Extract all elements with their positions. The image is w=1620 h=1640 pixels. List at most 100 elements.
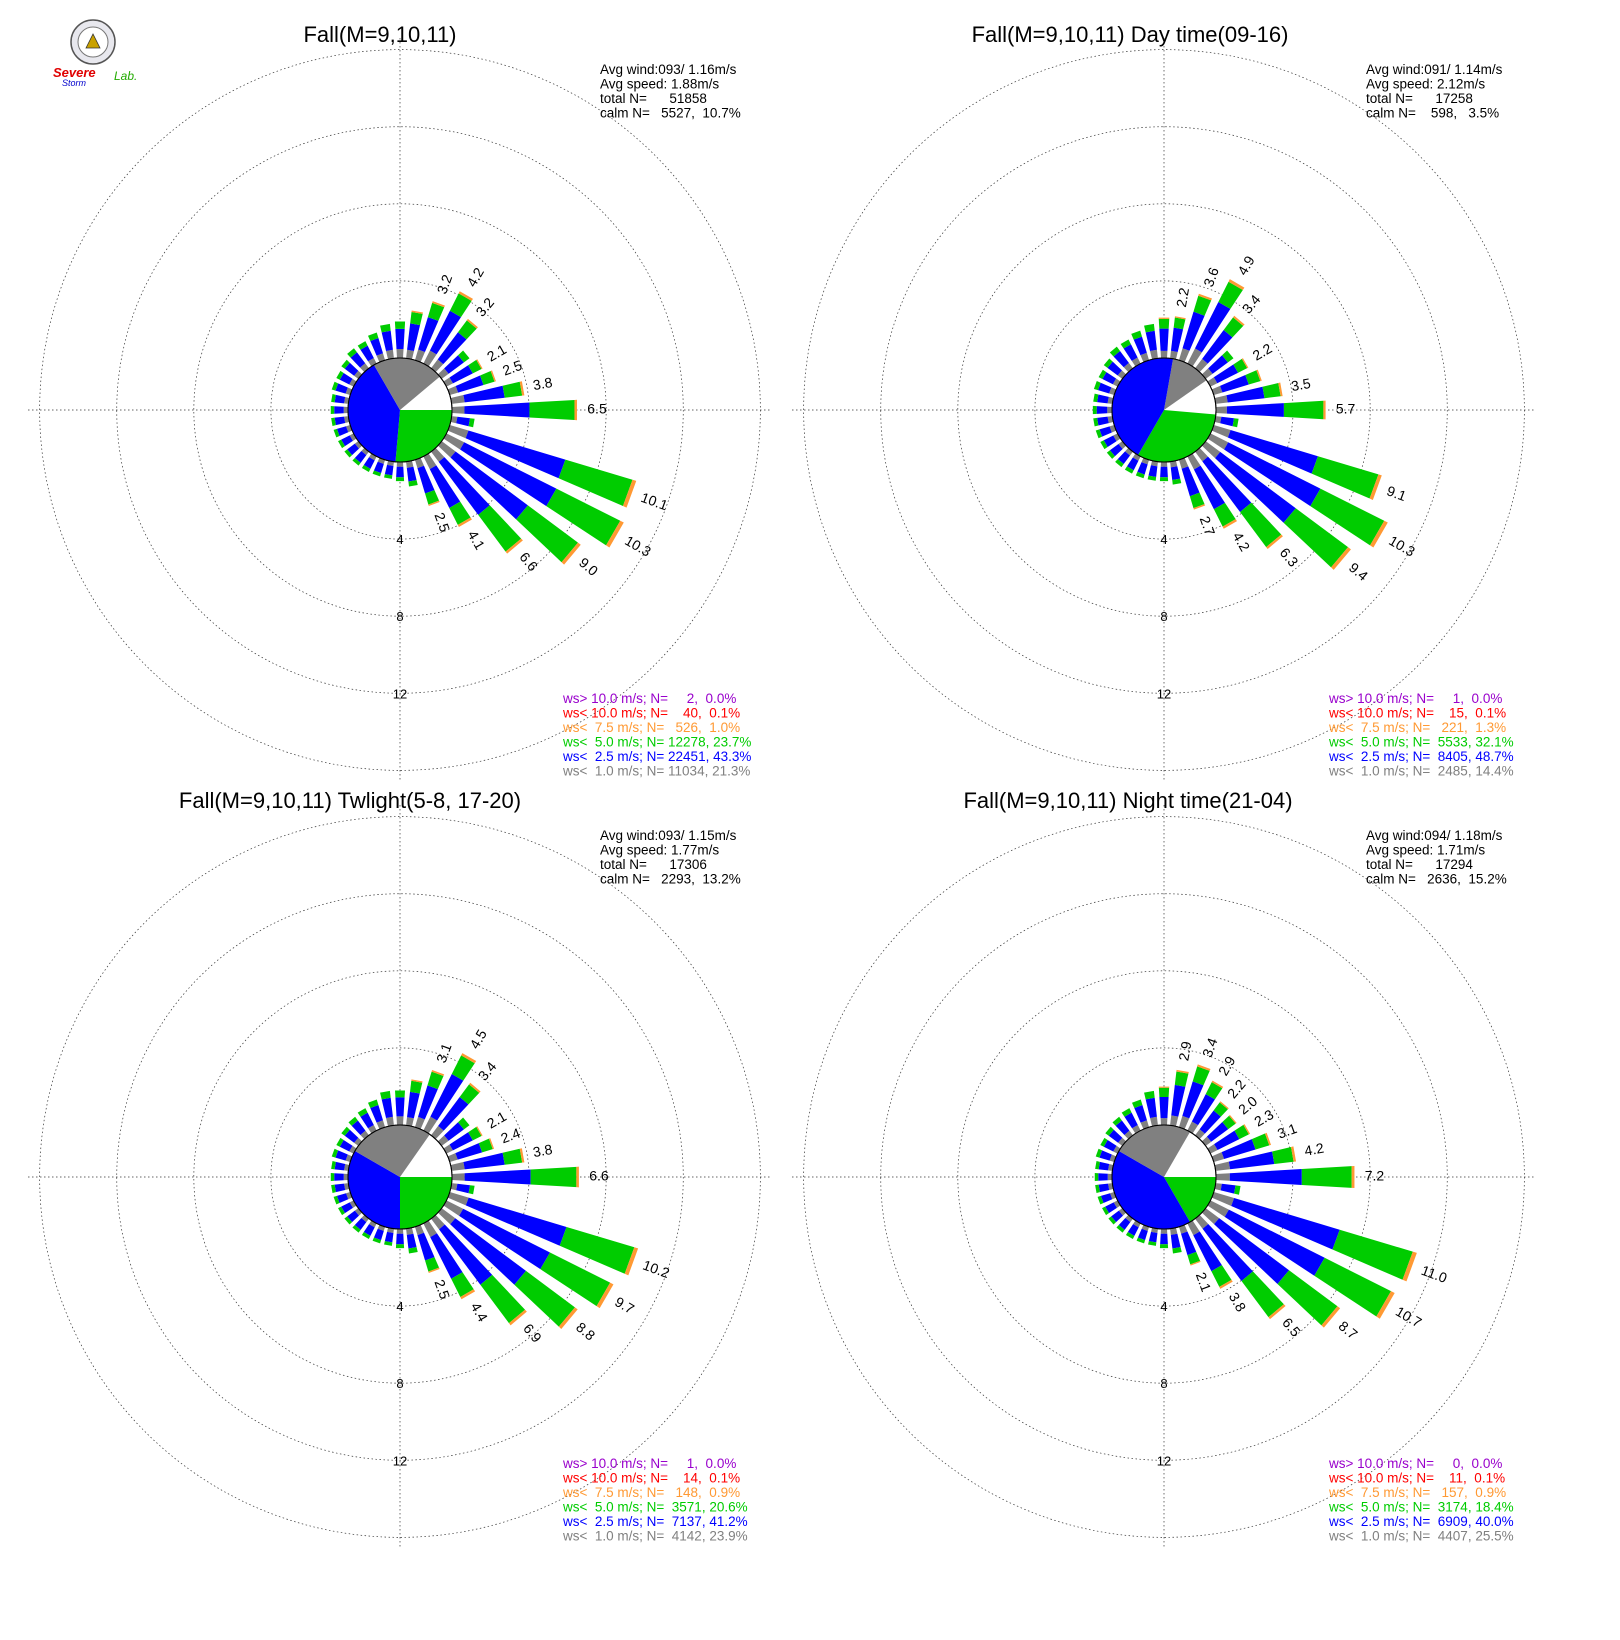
bar-seg-lt25 (463, 385, 505, 403)
stat-line-3: calm N= 5527, 10.7% (600, 106, 741, 121)
bar-seg-lt50 (1159, 477, 1169, 482)
bar-seg-lt25 (438, 1096, 469, 1131)
bar-dir-220 (352, 447, 369, 466)
panel-fall-all: 3.2 4.23.22.12.53.86.510.110.39.06.64.12.… (28, 22, 772, 782)
bar-label-30: 2.9 (1215, 1053, 1239, 1078)
bar-seg-lt25 (335, 1150, 348, 1161)
bar-seg-lt10c (386, 349, 394, 360)
bar-seg-lt25 (344, 1129, 359, 1143)
bar-dir-340 (367, 332, 386, 363)
bar-label-110: 11.0 (1419, 1262, 1449, 1286)
bar-seg-lt25 (1098, 1183, 1110, 1193)
bar-seg-lt25 (1224, 442, 1321, 507)
bar-seg-lt10c (450, 1183, 458, 1191)
bar-seg-lt50 (1205, 1082, 1223, 1100)
bar-seg-lt50 (468, 418, 475, 428)
bar-seg-lt25 (450, 451, 528, 520)
bar-dir-340 (1131, 330, 1150, 363)
bar-label-90: 5.7 (1336, 401, 1356, 417)
bar-seg-lt75 (1219, 1101, 1229, 1110)
pie-slice-lt25 (1112, 1151, 1190, 1229)
bar-dir-120 (1207, 433, 1388, 548)
bar-dir-180 (395, 461, 405, 482)
bar-seg-lt50 (384, 1241, 393, 1246)
bar-seg-lt50 (1112, 1116, 1122, 1126)
bar-seg-lt75 (1176, 1069, 1189, 1074)
bar-seg-lt25 (1215, 451, 1296, 523)
bar-seg-lt50 (1311, 456, 1379, 499)
bar-seg-lt25 (360, 1112, 374, 1129)
bar-seg-lt50 (502, 381, 523, 398)
bar-seg-lt10c (447, 386, 459, 396)
bar-seg-lt25 (449, 365, 473, 384)
pie-slice-lt25 (1112, 358, 1174, 456)
bar-seg-lt75 (457, 517, 472, 528)
bar-seg-lt10c (1214, 1161, 1231, 1171)
bar-seg-lt50 (451, 1272, 474, 1297)
bar-seg-lt50 (333, 1195, 340, 1205)
legend-entry-gt10: ws> 10.0 m/s; N= 2, 0.0% (562, 691, 736, 706)
bar-seg-lt10c (450, 416, 458, 424)
bar-seg-lt50 (478, 505, 522, 552)
bar-dir-280 (1093, 393, 1114, 404)
ring-label-12: 12 (1157, 686, 1171, 701)
bar-dir-70 (1211, 369, 1262, 396)
bar-seg-lt50 (514, 1270, 575, 1327)
bar-seg-lt25 (449, 1132, 473, 1151)
bar-label-110: 9.1 (1385, 482, 1409, 504)
ring-label-4: 4 (396, 1299, 403, 1314)
bar-seg-lt25 (354, 451, 367, 463)
bar-seg-lt50 (1234, 1185, 1241, 1195)
bar-seg-lt25 (395, 1097, 405, 1117)
bar-seg-lt50 (516, 505, 578, 563)
pie-slice-lt10c (354, 1125, 430, 1177)
bar-seg-lt25 (335, 383, 348, 394)
bar-dir-40 (1195, 315, 1245, 373)
bar-seg-lt10c (437, 1208, 456, 1225)
bar-dir-110 (1211, 1191, 1417, 1282)
bar-dir-160 (414, 457, 440, 506)
bar-dir-260 (1095, 1183, 1114, 1193)
bar-seg-lt25 (444, 355, 464, 374)
bar-seg-lt25 (1171, 1084, 1186, 1117)
bar-seg-lt75 (606, 520, 624, 548)
bar-seg-lt50 (410, 1080, 423, 1094)
legend-entry-lt75: ws< 7.5 m/s; N= 157, 0.9% (1328, 1485, 1506, 1500)
bar-seg-lt25 (418, 1085, 438, 1120)
bar-seg-lt75 (1402, 1251, 1417, 1282)
bar-seg-lt10c (396, 461, 404, 467)
bar-seg-lt50 (1093, 393, 1099, 403)
bar-seg-lt75 (1268, 1304, 1286, 1320)
bar-seg-lt50 (1092, 405, 1097, 415)
bar-label-130: 8.8 (573, 1319, 598, 1344)
bar-label-160: 2.1 (1193, 1270, 1215, 1294)
bar-seg-lt25 (456, 416, 471, 427)
legend-entry-lt75: ws< 7.5 m/s; N= 148, 0.9% (562, 1485, 740, 1500)
bar-seg-lt50 (559, 1226, 635, 1274)
legend-entry-gt10: ws> 10.0 m/s; N= 0, 0.0% (1328, 1456, 1502, 1471)
bar-dir-60 (443, 359, 483, 387)
bar-label-20: 3.4 (1199, 1035, 1221, 1059)
bar-label-20: 3.2 (434, 272, 456, 296)
bar-seg-lt10c (1140, 352, 1150, 363)
bar-seg-lt50 (468, 359, 482, 374)
bar-label-30: 4.9 (1234, 253, 1258, 278)
bar-dir-260 (331, 416, 350, 426)
logo-lab-text: Lab. (114, 69, 137, 83)
bar-seg-lt25 (1102, 372, 1117, 385)
bar-label-40: 3.4 (1239, 291, 1264, 316)
bar-seg-lt10c (450, 395, 465, 404)
direction-pie (347, 357, 453, 463)
bar-seg-lt75 (1193, 504, 1206, 510)
bar-label-80: 3.8 (532, 374, 554, 393)
bar-seg-lt50 (1241, 1271, 1284, 1318)
bar-seg-lt25 (465, 430, 566, 479)
bar-seg-lt50 (331, 417, 336, 426)
bar-seg-lt10c (354, 370, 363, 379)
bar-seg-lt50 (478, 1138, 493, 1153)
bar-seg-lt50 (458, 1117, 470, 1130)
bar-dir-20 (414, 1069, 445, 1130)
bar-seg-lt75 (1321, 1306, 1341, 1328)
legend-entry-lt75: ws< 7.5 m/s; N= 221, 1.3% (1328, 720, 1506, 735)
bar-seg-lt50 (395, 1244, 405, 1249)
